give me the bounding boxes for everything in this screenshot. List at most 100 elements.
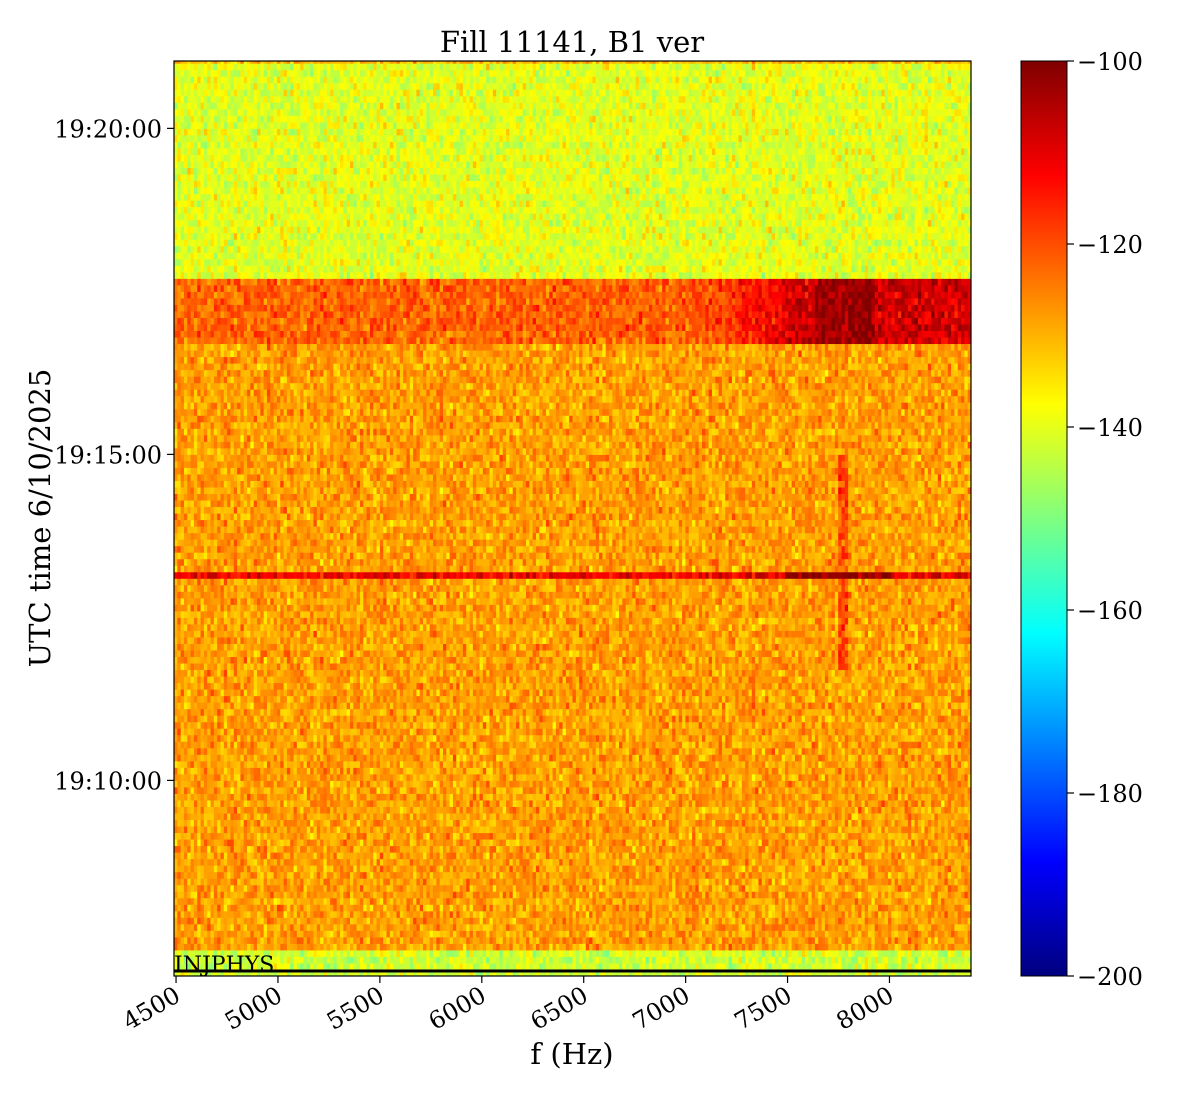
heatmap-cell	[190, 897, 195, 905]
heatmap-cell	[213, 858, 218, 866]
heatmap-cell	[711, 871, 716, 879]
heatmap-cell	[559, 904, 564, 912]
heatmap-cell	[628, 956, 633, 964]
heatmap-cell	[838, 930, 842, 938]
heatmap-cell	[672, 956, 676, 964]
heatmap-cell	[891, 923, 896, 931]
heatmap-cell	[516, 865, 520, 873]
heatmap-cell	[612, 884, 617, 892]
heatmap-cell	[781, 845, 786, 853]
heatmap-cell	[728, 871, 733, 879]
heatmap-cell	[897, 845, 902, 853]
heatmap-cell	[174, 878, 178, 886]
heatmap-cell	[293, 897, 298, 905]
heatmap-cell	[788, 878, 793, 886]
heatmap-cell	[200, 845, 205, 853]
heatmap-cell	[778, 871, 783, 879]
heatmap-cell	[303, 910, 308, 918]
heatmap-cell	[270, 897, 275, 905]
heatmap-cell	[834, 956, 839, 964]
heatmap-cell	[257, 956, 261, 964]
heatmap-cell	[243, 943, 248, 951]
heatmap-cell	[768, 891, 773, 899]
heatmap-cell	[542, 969, 547, 976]
heatmap-cell	[605, 865, 610, 873]
heatmap-cell	[446, 852, 451, 860]
heatmap-cell	[735, 839, 740, 847]
heatmap-cell	[343, 943, 348, 951]
heatmap-cell	[459, 949, 464, 957]
heatmap-cell	[565, 865, 570, 873]
heatmap-cell	[200, 904, 205, 912]
heatmap-cell	[599, 865, 603, 873]
heatmap-cell	[416, 845, 421, 853]
heatmap-cell	[628, 962, 633, 970]
heatmap-cell	[871, 878, 876, 886]
heatmap-cell	[270, 839, 275, 847]
heatmap-cell	[346, 962, 351, 970]
heatmap-cell	[442, 969, 447, 976]
heatmap-cell	[718, 923, 723, 931]
heatmap-cell	[731, 917, 736, 925]
heatmap-cell	[914, 969, 919, 976]
heatmap-cell	[539, 845, 544, 853]
heatmap-cell	[290, 956, 295, 964]
heatmap-cell	[389, 897, 394, 905]
heatmap-cell	[193, 936, 198, 944]
heatmap-cell	[941, 930, 945, 938]
heatmap-cell	[921, 969, 926, 976]
heatmap-cell	[705, 845, 710, 853]
heatmap-cell	[389, 904, 394, 912]
heatmap-cell	[489, 865, 494, 873]
heatmap-cell	[821, 969, 826, 976]
heatmap-cell	[609, 969, 613, 976]
heatmap-cell	[366, 839, 371, 847]
heatmap-cell	[921, 845, 926, 853]
heatmap-cell	[416, 878, 421, 886]
heatmap-cell	[227, 943, 231, 951]
heatmap-cell	[296, 936, 301, 944]
heatmap-cell	[618, 910, 623, 918]
heatmap-cell	[283, 943, 288, 951]
heatmap-cell	[658, 956, 663, 964]
heatmap-cell	[280, 962, 285, 970]
heatmap-cell	[462, 897, 467, 905]
heatmap-cell	[957, 852, 962, 860]
heatmap-cell	[755, 904, 759, 912]
heatmap-cell	[519, 897, 524, 905]
heatmap-cell	[220, 923, 225, 931]
heatmap-cell	[635, 865, 640, 873]
heatmap-cell	[363, 962, 368, 970]
heatmap-cell	[964, 904, 969, 912]
heatmap-cell	[350, 897, 354, 905]
heatmap-cell	[808, 923, 813, 931]
heatmap-cell	[502, 897, 507, 905]
heatmap-cell	[811, 845, 816, 853]
heatmap-cell	[280, 891, 285, 899]
heatmap-cell	[290, 845, 295, 853]
heatmap-cell	[931, 891, 935, 899]
heatmap-cell	[522, 949, 527, 957]
heatmap-cell	[369, 962, 374, 970]
heatmap-cell	[549, 839, 554, 847]
heatmap-cell	[529, 865, 534, 873]
heatmap-cell	[266, 962, 271, 970]
heatmap-cell	[559, 969, 564, 976]
heatmap-cell	[276, 878, 281, 886]
heatmap-cell	[466, 845, 471, 853]
heatmap-cell	[286, 897, 291, 905]
heatmap-cell	[436, 923, 441, 931]
heatmap-cell	[821, 897, 826, 905]
heatmap-cell	[579, 891, 583, 899]
heatmap-cell	[499, 917, 504, 925]
heatmap-cell	[672, 897, 676, 905]
heatmap-cell	[396, 852, 401, 860]
heatmap-cell	[702, 930, 706, 938]
heatmap-cell	[562, 956, 567, 964]
heatmap-cell	[841, 852, 846, 860]
heatmap-cell	[755, 845, 759, 853]
heatmap-cell	[502, 845, 507, 853]
heatmap-cell	[526, 897, 530, 905]
heatmap-cell	[439, 865, 444, 873]
heatmap-cell	[555, 897, 560, 905]
